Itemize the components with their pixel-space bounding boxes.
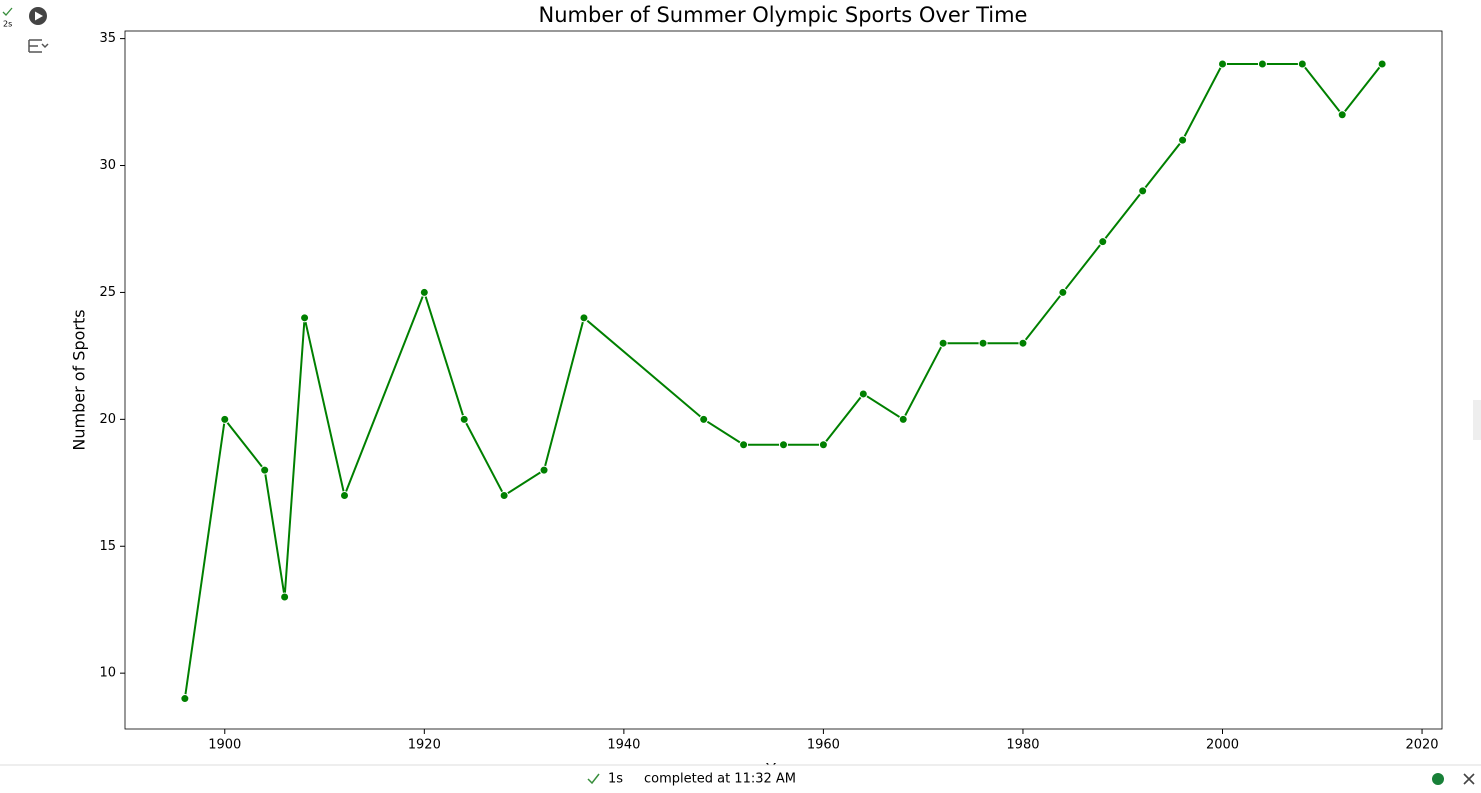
point <box>539 465 549 475</box>
plot-frame <box>124 30 1443 730</box>
point <box>300 313 310 323</box>
y-tick-label: 30 <box>99 158 116 173</box>
y-tick-label: 15 <box>99 539 116 554</box>
point <box>579 313 589 323</box>
y-axis-label: Number of Sports <box>70 309 89 450</box>
line <box>183 62 1383 699</box>
point <box>1257 59 1267 69</box>
point <box>779 440 788 450</box>
cell-time: 2s <box>3 20 12 29</box>
chart: Number of Summer Olympic Sports Over Tim… <box>70 3 1443 779</box>
point <box>938 338 948 348</box>
x-tick-label: 1900 <box>208 738 241 753</box>
x-tick-label: 1920 <box>408 738 441 753</box>
play-icon <box>35 11 43 21</box>
point <box>1297 59 1307 69</box>
chart-title: Number of Summer Olympic Sports Over Tim… <box>539 3 1028 27</box>
status-bg <box>0 765 1481 793</box>
point <box>898 414 908 424</box>
point <box>340 490 349 500</box>
point <box>699 414 709 424</box>
point <box>858 389 868 399</box>
point <box>1098 237 1108 247</box>
x-tick-label: 1960 <box>807 738 840 753</box>
point <box>499 490 509 500</box>
point <box>1218 59 1227 69</box>
point <box>260 465 270 475</box>
y-tick-label: 25 <box>99 285 116 300</box>
status-dot <box>1432 773 1444 785</box>
status-time: 1s <box>608 772 623 787</box>
output-menu[interactable] <box>28 39 49 53</box>
point <box>220 414 230 424</box>
x-tick-label: 2000 <box>1206 738 1239 753</box>
point <box>459 414 469 424</box>
point <box>1138 186 1148 196</box>
point <box>180 694 190 704</box>
point <box>280 592 290 602</box>
y-tick-label: 35 <box>99 31 116 46</box>
cell-gutter: 2s <box>2 7 49 53</box>
status-text: completed at 11:32 AM <box>644 772 796 787</box>
x-tick-label: 1940 <box>607 738 640 753</box>
point <box>1377 59 1387 69</box>
y-tick-label: 10 <box>99 666 116 681</box>
check-icon <box>2 7 13 16</box>
point <box>1178 135 1188 145</box>
point <box>978 338 988 348</box>
scrollbar[interactable] <box>1473 400 1481 440</box>
point <box>818 440 828 450</box>
point <box>739 440 749 450</box>
status-check <box>587 773 600 785</box>
x-tick-label: 2020 <box>1405 738 1438 753</box>
x-tick-label: 1980 <box>1006 738 1039 753</box>
point <box>1337 110 1347 120</box>
point <box>1018 338 1028 348</box>
point <box>419 287 429 297</box>
close-button[interactable] <box>1463 773 1475 785</box>
point <box>1058 287 1068 297</box>
y-tick-label: 20 <box>99 412 116 427</box>
status-bar: 1s completed at 11:32 AM <box>0 764 1481 793</box>
